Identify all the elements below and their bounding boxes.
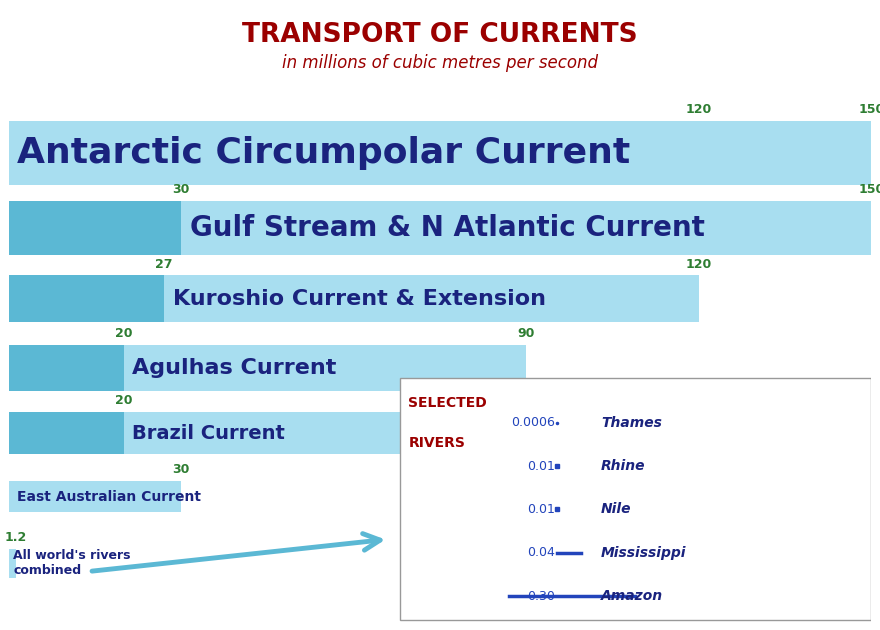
Text: East Australian Current: East Australian Current: [18, 490, 202, 503]
Text: 90: 90: [517, 327, 535, 340]
Bar: [9, 345, 124, 391]
FancyBboxPatch shape: [400, 379, 871, 620]
Text: in millions of cubic metres per second: in millions of cubic metres per second: [282, 54, 598, 72]
Text: 27: 27: [155, 258, 172, 270]
Text: Gulf Stream & N Atlantic Current: Gulf Stream & N Atlantic Current: [190, 214, 705, 242]
Bar: [9, 345, 526, 391]
Bar: [9, 275, 164, 322]
Bar: [9, 200, 181, 255]
Text: 0.04: 0.04: [527, 546, 555, 559]
Bar: [9, 481, 181, 512]
Text: 0.01: 0.01: [527, 459, 555, 472]
Bar: [9, 200, 871, 255]
Text: RIVERS: RIVERS: [408, 436, 466, 450]
Text: 20: 20: [115, 394, 133, 408]
Text: 0.0006: 0.0006: [511, 416, 555, 429]
Text: 30: 30: [172, 183, 190, 196]
Text: 150: 150: [858, 183, 880, 196]
Bar: [9, 412, 411, 454]
Text: Kuroshio Current & Extension: Kuroshio Current & Extension: [172, 289, 546, 309]
Bar: [9, 412, 124, 454]
Text: SELECTED: SELECTED: [408, 396, 488, 410]
Text: Mississippi: Mississippi: [601, 546, 686, 560]
Text: TRANSPORT OF CURRENTS: TRANSPORT OF CURRENTS: [242, 22, 638, 48]
Text: 70: 70: [402, 394, 420, 408]
Text: Thames: Thames: [601, 416, 662, 430]
Text: 120: 120: [686, 258, 712, 270]
Text: 120: 120: [686, 103, 712, 116]
Text: 20: 20: [115, 327, 133, 340]
Text: All world's rivers
combined: All world's rivers combined: [13, 549, 131, 577]
Text: 30: 30: [172, 464, 190, 476]
Text: 1.2: 1.2: [4, 531, 26, 544]
Text: 0.30: 0.30: [527, 590, 555, 603]
Text: 0.01: 0.01: [527, 503, 555, 516]
Text: Nile: Nile: [601, 503, 632, 517]
Text: Antarctic Circumpolar Current: Antarctic Circumpolar Current: [18, 136, 631, 170]
Bar: [9, 275, 699, 322]
Bar: [9, 549, 16, 578]
Text: 150: 150: [858, 103, 880, 116]
Bar: [9, 121, 871, 185]
Text: Agulhas Current: Agulhas Current: [132, 358, 337, 378]
Text: Rhine: Rhine: [601, 459, 646, 473]
Text: Amazon: Amazon: [601, 589, 664, 604]
Text: Brazil Current: Brazil Current: [132, 423, 285, 442]
